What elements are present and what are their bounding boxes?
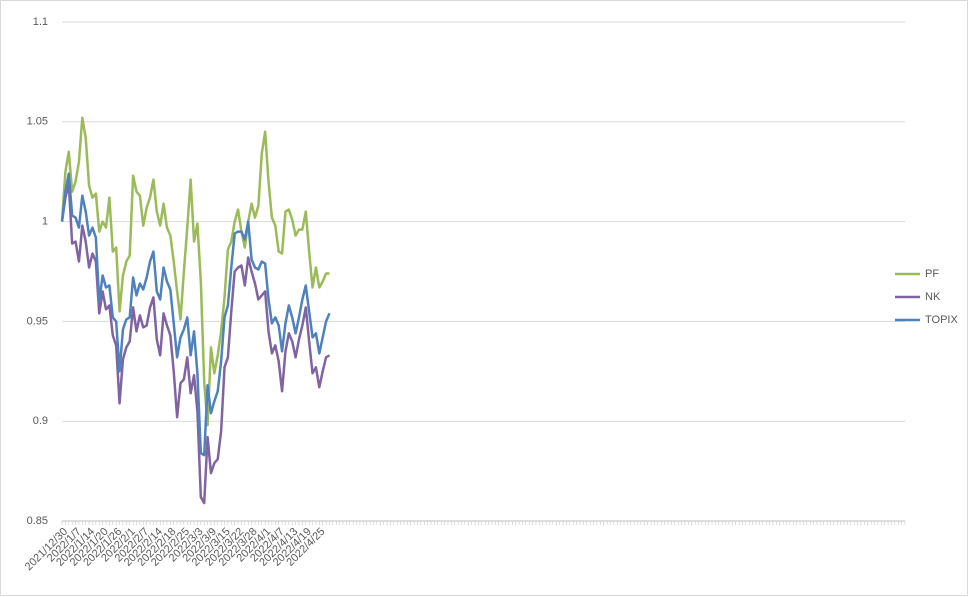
y-tick-label: 0.9: [33, 415, 48, 427]
legend-label: PF: [925, 268, 939, 280]
series-line: [60, 116, 330, 427]
series-line: [60, 172, 331, 457]
legend-label: TOPIX: [925, 314, 958, 326]
y-tick-label: 0.95: [27, 315, 48, 327]
y-tick-label: 1.05: [27, 116, 48, 128]
legend-label: NK: [925, 291, 941, 303]
y-tick-label: 1: [42, 216, 48, 228]
y-tick-label: 0.85: [27, 515, 48, 527]
y-tick-label: 1.1: [33, 16, 48, 28]
series-line: [60, 182, 331, 505]
